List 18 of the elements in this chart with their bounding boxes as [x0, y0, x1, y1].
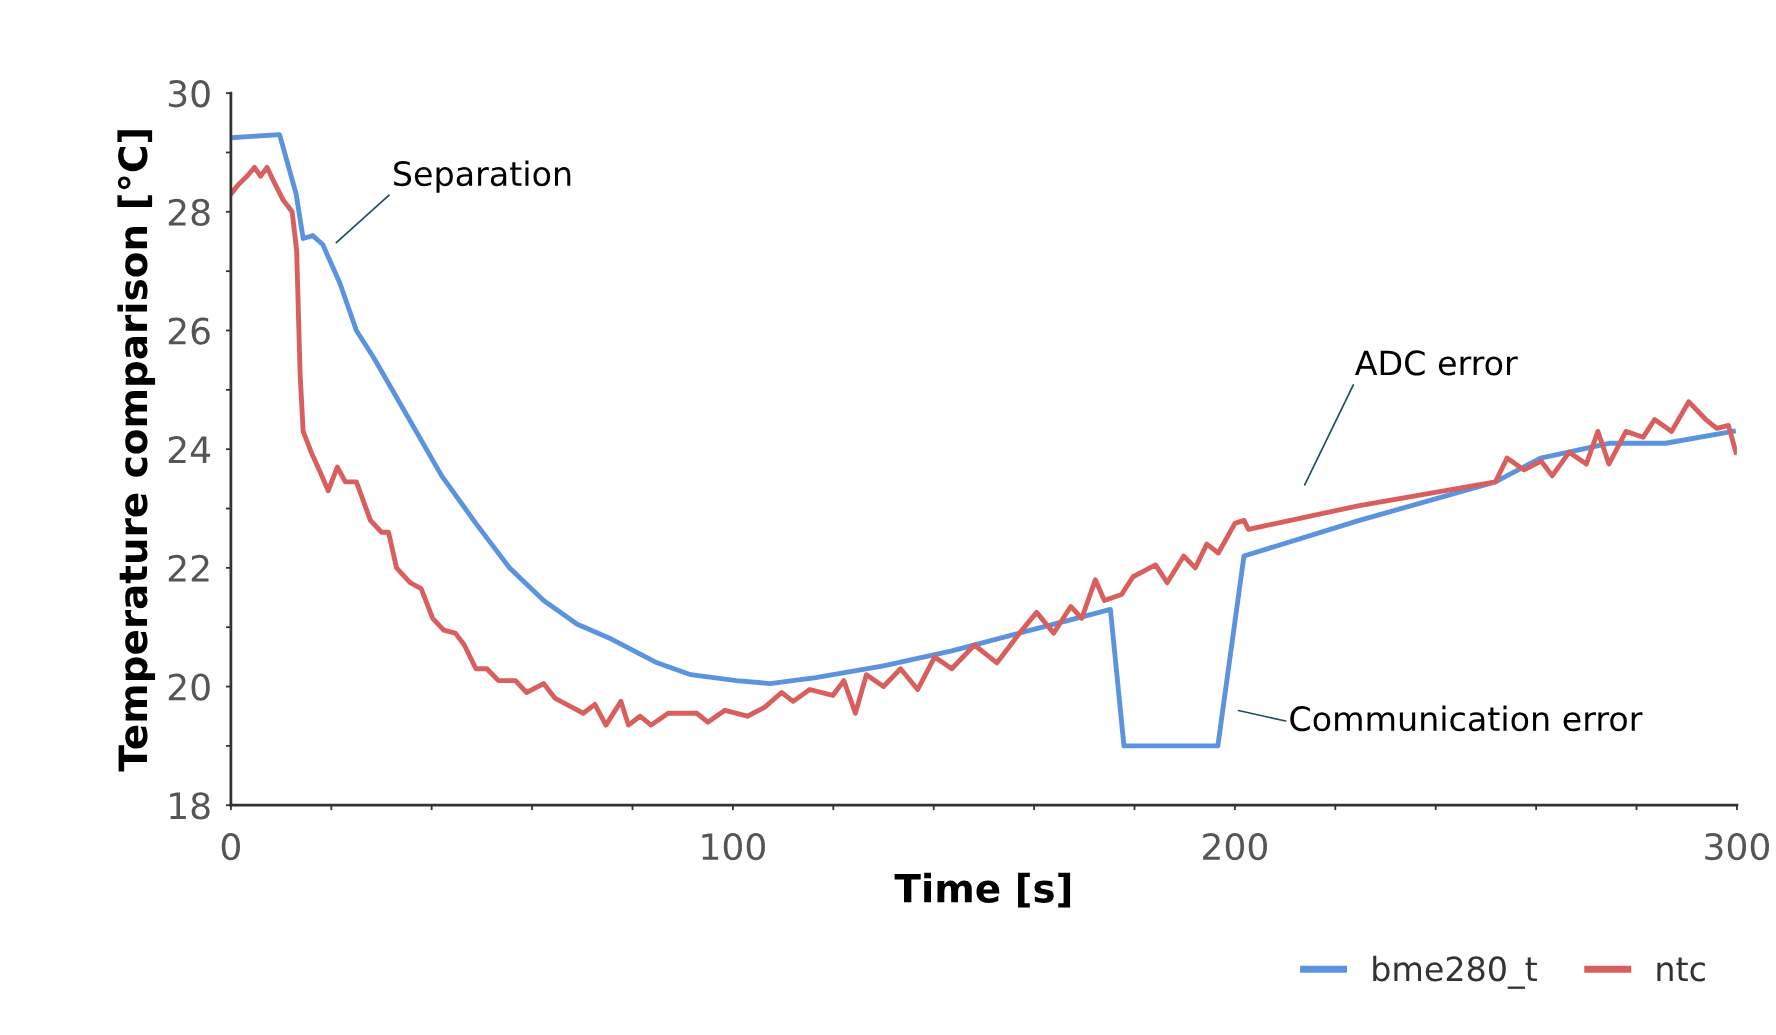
annotation: ADC error — [1354, 350, 1518, 376]
x-tick-label: 100 — [702, 832, 765, 861]
y-tick-label: 30 — [168, 80, 210, 108]
y-tick-label: 22 — [168, 554, 209, 582]
x-tick-label: 0 — [221, 832, 240, 861]
x-tick-label: 300 — [1705, 832, 1769, 861]
x-axis-title: Time [s] — [894, 872, 1071, 908]
legend-label: bme280_t — [1373, 955, 1537, 989]
annotation: Communication error — [1290, 705, 1643, 732]
y-tick-label: 28 — [168, 198, 210, 227]
y-tick-label: 20 — [168, 673, 210, 701]
y-axis-title: Temperature comparison [°C] — [117, 130, 156, 772]
y-tick-label: 26 — [168, 317, 210, 345]
y-tick-label: 18 — [170, 792, 210, 820]
x-tick-label: 200 — [1203, 832, 1267, 861]
legend-label: ntc — [1657, 957, 1705, 982]
y-tick-label: 24 — [168, 436, 211, 463]
annotation: Separation — [394, 160, 571, 193]
